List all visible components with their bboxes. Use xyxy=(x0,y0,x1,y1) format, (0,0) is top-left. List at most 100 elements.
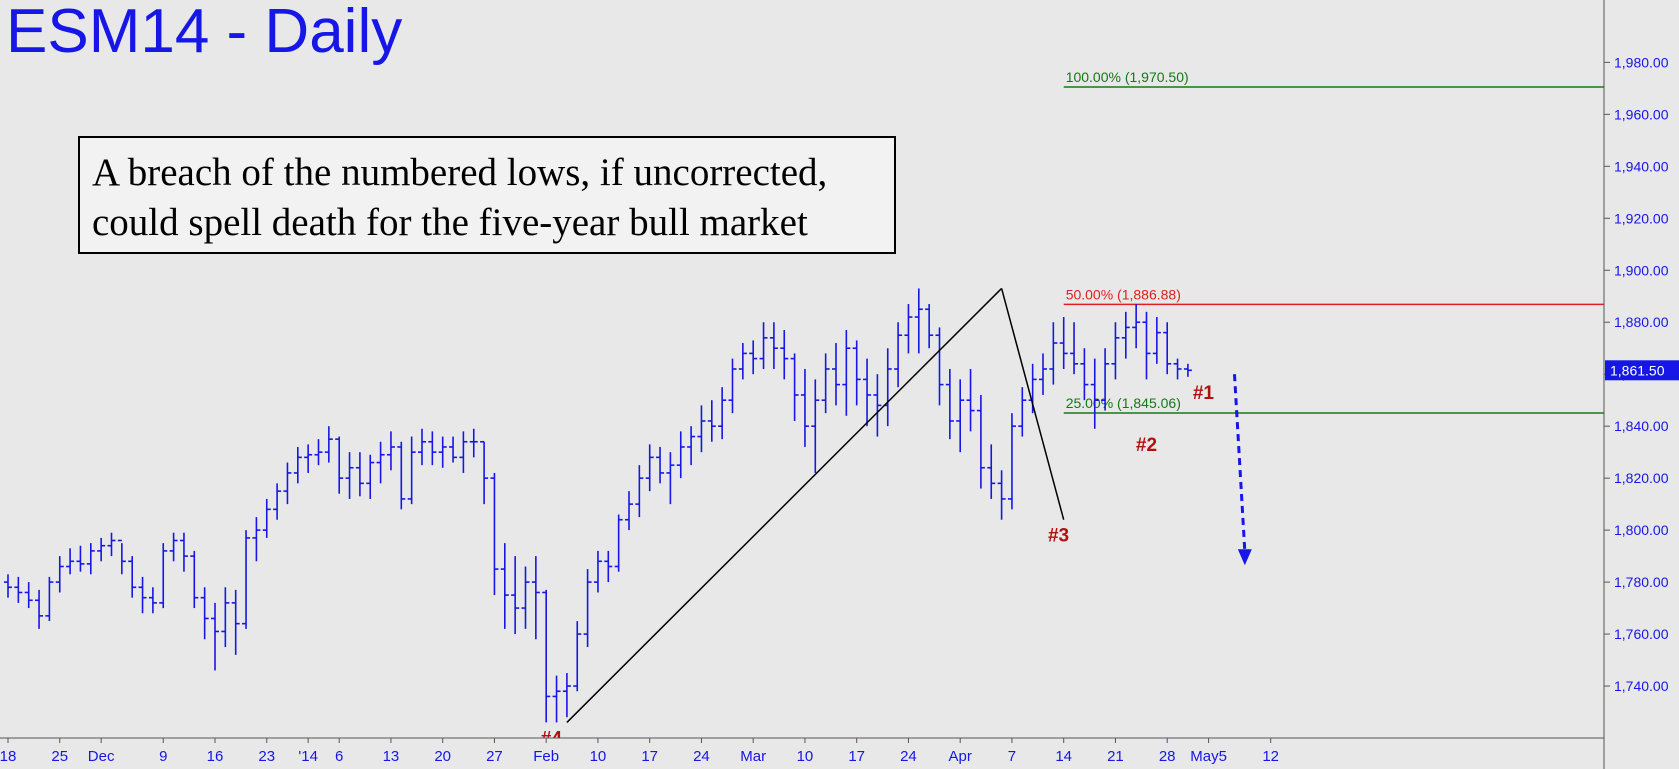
x-tick-label: 28 xyxy=(1159,748,1176,765)
ohlc-bar xyxy=(1070,322,1079,375)
ohlc-bar xyxy=(821,353,830,414)
ohlc-bar xyxy=(852,340,861,406)
ohlc-bar xyxy=(190,550,199,609)
ohlc-bar xyxy=(314,439,323,466)
ohlc-bar xyxy=(231,589,240,655)
ohlc-bar xyxy=(304,444,313,473)
x-tick-label: 9 xyxy=(159,748,167,765)
x-tick-label: '14 xyxy=(298,748,318,765)
ohlc-bar xyxy=(76,545,85,572)
marker-label-2: #2 xyxy=(1136,435,1157,456)
ohlc-bar xyxy=(718,387,727,440)
ohlc-bar xyxy=(583,569,592,648)
x-tick-label: Mar xyxy=(740,748,766,765)
ohlc-bar xyxy=(666,452,675,505)
ohlc-bar xyxy=(355,452,364,497)
ohlc-bar xyxy=(1111,322,1120,380)
ohlc-bar xyxy=(407,436,416,505)
ohlc-bar xyxy=(107,532,116,557)
trendline-0 xyxy=(566,287,1003,723)
chart-title: ESM14 - Daily xyxy=(6,0,403,66)
ohlc-bar xyxy=(521,566,530,629)
ohlc-bar xyxy=(635,465,644,518)
y-axis-panel xyxy=(1604,0,1679,769)
ohlc-bar xyxy=(55,556,64,593)
ohlc-bar xyxy=(221,587,230,648)
ohlc-bar xyxy=(1173,358,1182,380)
annotation-box: A breach of the numbered lows, if uncorr… xyxy=(78,136,896,254)
y-tick-label: 1,760.00 xyxy=(1614,626,1669,642)
ohlc-bar xyxy=(1142,311,1151,380)
ohlc-bar xyxy=(1059,317,1068,369)
ohlc-bar xyxy=(252,517,261,562)
ohlc-bar xyxy=(1018,387,1027,437)
ohlc-bar xyxy=(148,587,157,614)
ohlc-bar xyxy=(1039,353,1047,395)
x-tick-label: 24 xyxy=(900,748,917,765)
ohlc-bar xyxy=(676,431,685,479)
ohlc-bar xyxy=(273,483,282,520)
ohlc-bar xyxy=(1007,413,1016,510)
ohlc-bar xyxy=(159,543,168,609)
ohlc-bar xyxy=(593,550,602,593)
ohlc-bar xyxy=(894,322,903,388)
ohlc-bar xyxy=(97,537,106,562)
x-tick-label: May5 xyxy=(1190,748,1227,765)
annotation-line-1: A breach of the numbered lows, if uncorr… xyxy=(92,151,828,194)
ohlc-bar xyxy=(625,491,633,531)
x-tick-label: 17 xyxy=(848,748,865,765)
ohlc-bar xyxy=(262,498,271,538)
ohlc-bar xyxy=(345,452,354,499)
ohlc-bar xyxy=(366,454,375,499)
ohlc-bar xyxy=(956,379,965,453)
ohlc-bar xyxy=(511,556,520,635)
ohlc-bar xyxy=(832,343,840,406)
ohlc-bar xyxy=(500,543,509,629)
x-tick-label: 23 xyxy=(258,748,275,765)
ohlc-bar xyxy=(790,353,799,421)
price-bars xyxy=(4,288,1192,723)
ohlc-bar xyxy=(966,369,975,432)
ohlc-bar xyxy=(769,322,778,369)
ohlc-bar xyxy=(842,330,851,416)
ohlc-bar xyxy=(480,440,489,505)
ohlc-bar xyxy=(1101,348,1110,411)
ohlc-bar xyxy=(542,589,551,723)
ohlc-bar xyxy=(614,514,623,572)
x-tick-label: 7 xyxy=(1008,748,1016,765)
ohlc-bar xyxy=(1132,304,1141,349)
x-tick-label: 14 xyxy=(1055,748,1072,765)
x-axis-panel xyxy=(0,738,1604,769)
ohlc-bar xyxy=(1049,322,1058,385)
x-tick-label: 16 xyxy=(207,748,224,765)
ohlc-bar xyxy=(759,322,768,369)
ohlc-bar xyxy=(987,444,996,499)
ohlc-bar xyxy=(749,340,758,375)
ohlc-bar xyxy=(397,441,406,510)
projection-arrowhead xyxy=(1237,549,1252,566)
ohlc-bar xyxy=(997,470,1006,520)
ohlc-bar xyxy=(179,532,188,572)
ohlc-bar xyxy=(1080,348,1089,401)
last-price-badge xyxy=(1605,360,1679,381)
ohlc-bar xyxy=(459,431,468,473)
ohlc-bar xyxy=(531,556,540,640)
x-tick-label: 20 xyxy=(434,748,451,765)
ohlc-bar xyxy=(449,436,458,463)
last-price-label: 1,861.50 xyxy=(1610,362,1665,378)
ohlc-bar xyxy=(4,574,12,598)
x-tick-label: 25 xyxy=(51,748,68,765)
y-tick-label: 1,920.00 xyxy=(1614,210,1669,226)
ohlc-bar xyxy=(687,426,696,466)
ohlc-bar xyxy=(728,358,737,414)
x-tick-label: Dec xyxy=(88,748,115,765)
ohlc-bar xyxy=(1090,358,1099,429)
low-markers: #4#3#2#1 xyxy=(541,383,1215,750)
ohlc-bar xyxy=(386,431,395,471)
ohlc-bar xyxy=(428,431,437,466)
ohlc-bar xyxy=(24,582,33,609)
ohlc-bar xyxy=(925,304,934,349)
ohlc-bar xyxy=(976,394,985,489)
projection-arrow xyxy=(1232,374,1252,566)
